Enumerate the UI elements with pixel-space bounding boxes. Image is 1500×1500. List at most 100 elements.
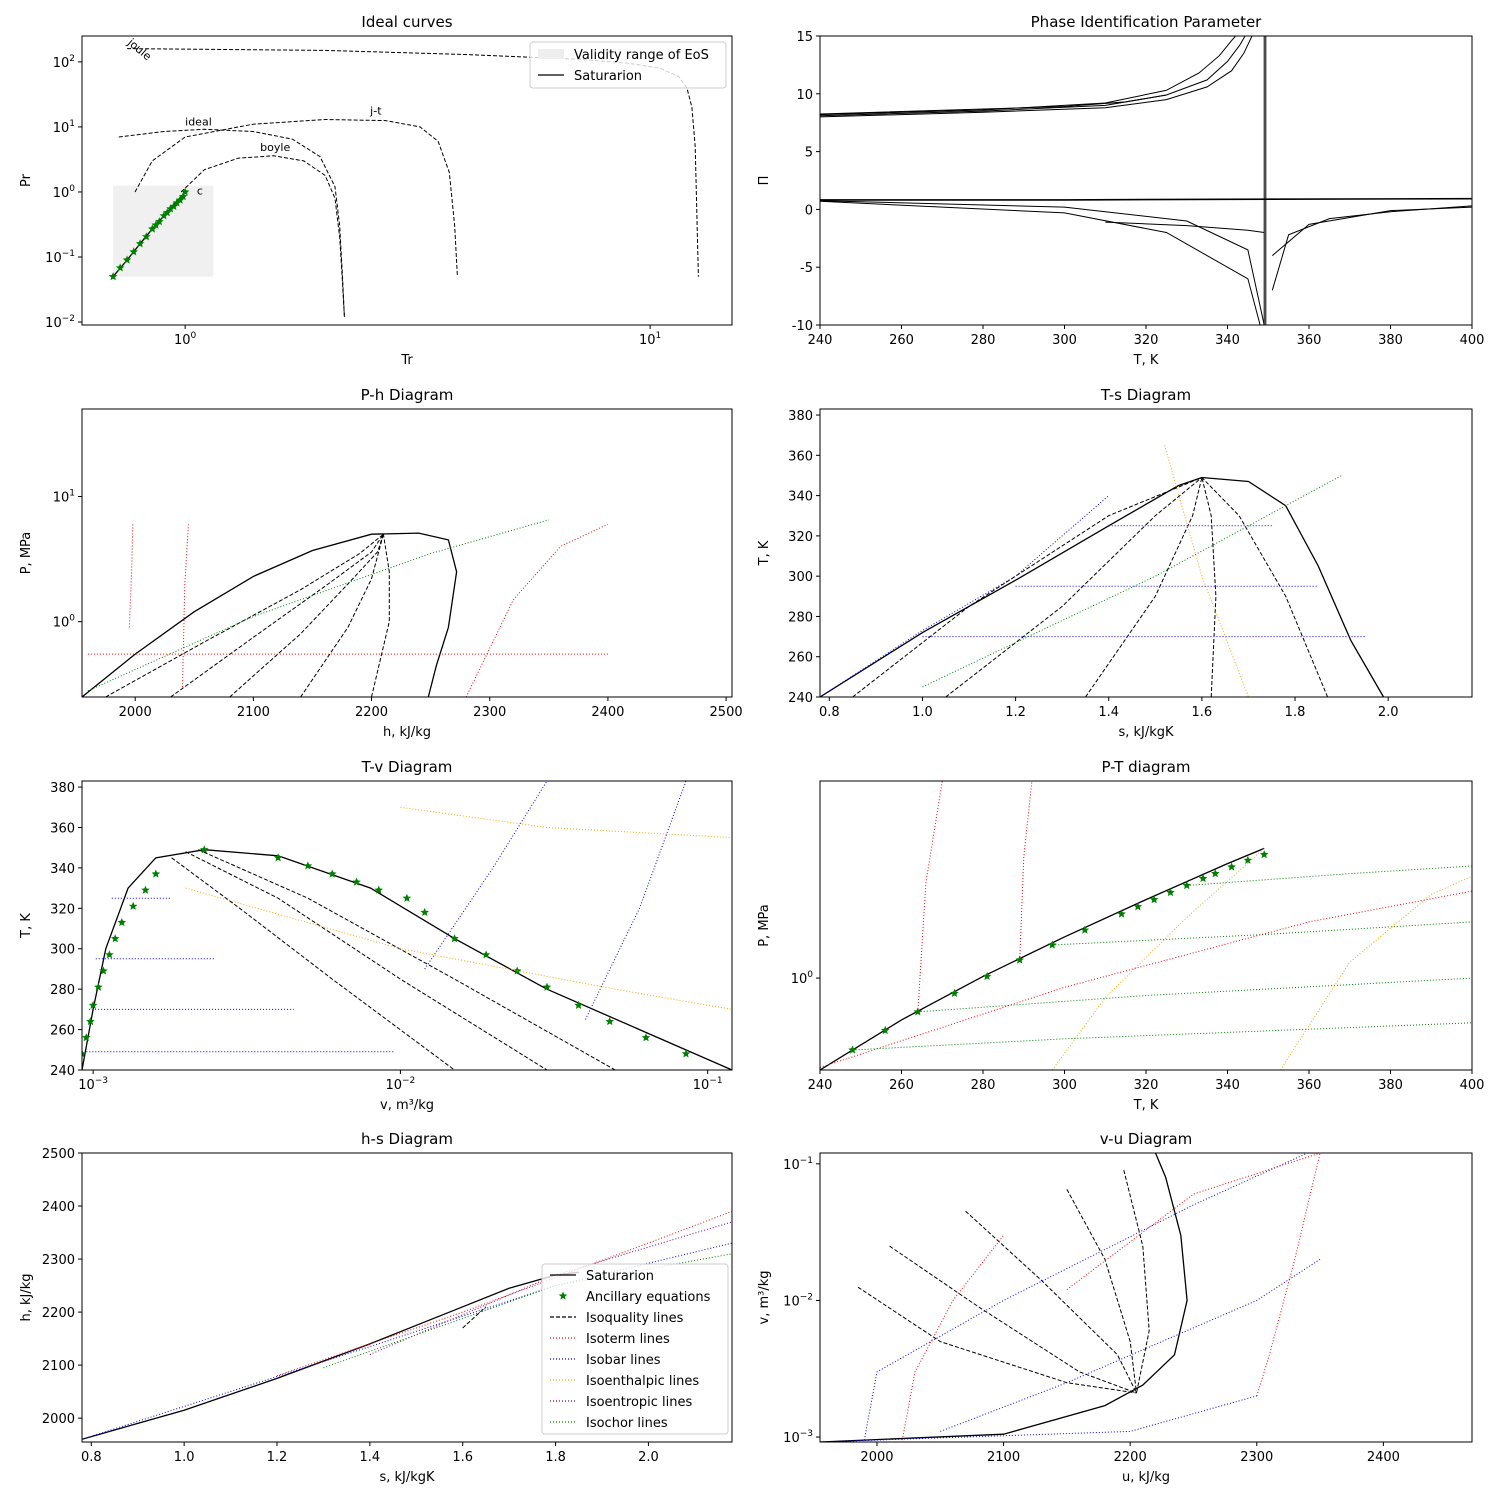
- series-curve-5: [1201, 477, 1329, 697]
- y-tick-label: 360: [788, 449, 813, 464]
- x-axis-label: s, kJ/kgK: [379, 1470, 435, 1485]
- chart-title: Ideal curves: [361, 13, 452, 31]
- series-curve-3: [965, 1210, 1137, 1394]
- plot-frame: [81, 408, 733, 698]
- y-axis-label: P, MPa: [757, 904, 772, 947]
- series-curve-5: [820, 198, 1472, 201]
- legend-label: Saturarion: [574, 69, 642, 84]
- chart-title: P-T diagram: [1101, 758, 1190, 776]
- x-tick-label: 2300: [473, 705, 506, 720]
- x-tick-label: 400: [1460, 1078, 1485, 1093]
- data-point: [115, 263, 125, 272]
- y-tick-label: 2100: [42, 1359, 75, 1374]
- series-curve-10: [584, 781, 687, 1020]
- x-tick-label: 280: [971, 333, 996, 348]
- y-tick-label: 2200: [42, 1306, 75, 1321]
- y-axis-label: h, kJ/kg: [19, 1273, 34, 1321]
- data-point: [1243, 855, 1253, 864]
- x-tick-label: 240: [808, 333, 833, 348]
- x-tick-label: 10−2: [385, 1076, 415, 1093]
- legend-label: Isobar lines: [586, 1353, 661, 1368]
- data-point: [481, 950, 491, 959]
- series-curve-4: [1052, 921, 1472, 946]
- y-axis-label: Pr: [19, 173, 34, 187]
- series-curve-9: [917, 781, 943, 1012]
- x-tick-label: 280: [971, 1078, 996, 1093]
- series-curve-7: [820, 200, 1261, 325]
- chart-title: P-h Diagram: [361, 386, 454, 404]
- x-tick-label: 240: [808, 1078, 833, 1093]
- data-point: [542, 982, 552, 991]
- chart-vu: v-u Diagram u, kJ/kg v, m³/kg 2000 2100 2200 2…: [757, 1130, 1473, 1485]
- data-point: [1211, 869, 1220, 878]
- y-tick-label: 0: [805, 203, 813, 218]
- x-tick-label: 2200: [355, 705, 388, 720]
- y-tick-label: 10: [796, 88, 813, 103]
- y-tick-label: 280: [788, 610, 813, 625]
- series-curve-4: [1201, 477, 1217, 697]
- y-tick-label: 10−3: [783, 1429, 813, 1446]
- legend-swatch: [558, 1291, 568, 1300]
- data-point: [128, 901, 138, 910]
- series-curve-2: [170, 533, 384, 697]
- series-curve-10: [87, 519, 549, 692]
- x-tick-label: 100: [174, 331, 197, 348]
- data-point: [180, 187, 190, 196]
- data-point: [1182, 881, 1191, 890]
- validity-range: [113, 185, 214, 277]
- data-point: [129, 247, 138, 256]
- series-curve-1: [852, 477, 1203, 697]
- y-tick-label: 340: [788, 490, 813, 505]
- y-tick-label: 10−2: [783, 1292, 813, 1309]
- y-tick-label: 260: [50, 1024, 75, 1039]
- legend-label: Isochor lines: [586, 1416, 668, 1431]
- data-point: [169, 201, 178, 210]
- y-tick-label: 2300: [42, 1253, 75, 1268]
- series-ancillary-equations: [108, 187, 190, 281]
- data-point: [1117, 909, 1126, 918]
- series-saturarion: [820, 847, 1265, 1070]
- x-tick-label: 1.8: [545, 1450, 566, 1465]
- plot-frame: [819, 1152, 1473, 1443]
- data-point: [148, 224, 157, 233]
- data-point: [142, 232, 151, 241]
- chart-title: T-s Diagram: [1100, 386, 1191, 404]
- x-tick-label: 340: [1215, 1078, 1240, 1093]
- x-axis-label: s, kJ/kgK: [1118, 725, 1174, 740]
- curve-label: j-t: [369, 105, 382, 118]
- data-point: [82, 1033, 91, 1042]
- x-tick-label: 1.0: [174, 1450, 195, 1465]
- legend-label: Isoterm lines: [586, 1332, 670, 1347]
- data-point: [1227, 862, 1236, 871]
- series-curve-6: [128, 524, 134, 628]
- x-tick-label: 380: [1378, 1078, 1403, 1093]
- data-point: [1080, 925, 1090, 934]
- x-axis-label: u, kJ/kg: [1122, 1470, 1170, 1485]
- plot-area: [820, 781, 1472, 1070]
- data-point: [950, 988, 959, 997]
- series-curve-2: [889, 1245, 1137, 1394]
- y-tick-label: 15: [796, 30, 813, 45]
- data-point: [151, 869, 161, 878]
- legend-label: Isoentropic lines: [586, 1395, 693, 1410]
- data-point: [420, 907, 429, 916]
- x-axis-label: v, m³/kg: [380, 1098, 434, 1113]
- x-tick-label: 1.6: [452, 1450, 473, 1465]
- series-curve-5: [1186, 865, 1472, 886]
- x-tick-label: 260: [889, 333, 914, 348]
- x-tick-label: 101: [639, 331, 661, 348]
- series-saturarion: [820, 1153, 1188, 1442]
- series-curve-2: [171, 857, 455, 1070]
- y-tick-label: 101: [53, 119, 75, 136]
- series-curve-5: [462, 1306, 487, 1329]
- x-tick-label: 340: [1215, 333, 1240, 348]
- y-tick-label: 100: [53, 184, 76, 201]
- series-curve-4: [198, 849, 616, 1070]
- plot-frame: [819, 408, 1473, 698]
- data-point: [166, 204, 175, 213]
- series-curve-3: [917, 977, 1472, 1013]
- data-point: [1259, 850, 1269, 859]
- x-tick-label: 320: [1134, 1078, 1159, 1093]
- data-point: [641, 1033, 651, 1042]
- series-curve-1: [820, 36, 1246, 117]
